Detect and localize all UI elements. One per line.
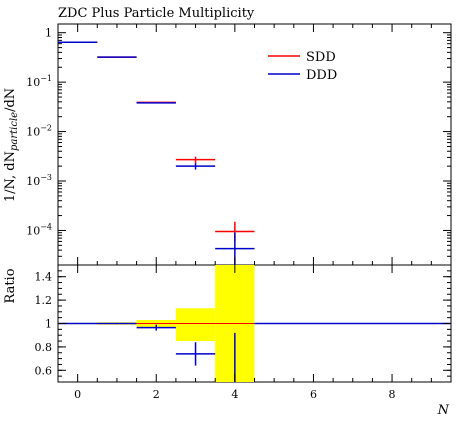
main-plot-area [58, 41, 255, 265]
x-tick-label: 4 [231, 388, 238, 401]
main-y-axis-label: 1/N, dNparticle/dN [3, 88, 20, 202]
y-tick-base: 10 [26, 224, 40, 237]
y-tick-exponent: −4 [40, 222, 52, 231]
legend-label-sdd: SDD [306, 50, 336, 65]
y-tick-label-ratio: 0.8 [35, 341, 53, 354]
x-axis-label: N [437, 403, 450, 418]
y-tick-base: 1 [45, 27, 52, 40]
y-tick-exponent: −3 [40, 173, 52, 182]
y-tick-base: 10 [26, 175, 40, 188]
y-tick-exponent: −1 [40, 74, 52, 83]
y-tick-label-main: 1 [45, 27, 52, 40]
y-tick-base: 10 [26, 126, 40, 139]
y-tick-label-main: 10−3 [26, 173, 52, 188]
x-tick-label: 6 [310, 388, 317, 401]
legend-label-ddd: DDD [306, 68, 337, 83]
y-tick-label-main: 10−1 [26, 74, 52, 89]
y-tick-label-ratio: 1 [45, 318, 52, 331]
main-plot-frame [57, 23, 452, 266]
x-tick-label: 2 [153, 388, 160, 401]
y-tick-label-main: 10−2 [26, 124, 52, 139]
y-tick-label-ratio: 0.6 [35, 364, 53, 377]
ratio-plot-area [58, 265, 451, 382]
y-tick-exponent: −2 [40, 124, 52, 133]
y-tick-label-main: 10−4 [26, 222, 52, 237]
x-tick-label: 0 [74, 388, 81, 401]
ratio-band-3 [175, 308, 216, 342]
y-tick-label-ratio: 1.4 [35, 271, 53, 284]
y-tick-base: 10 [26, 76, 40, 89]
x-tick-label: 8 [389, 388, 396, 401]
legend: SDD DDD [268, 50, 337, 83]
y-tick-label-ratio: 1.2 [35, 294, 53, 307]
chart-title: ZDC Plus Particle Multiplicity [58, 6, 255, 21]
ratio-y-axis-label: Ratio [3, 268, 18, 303]
